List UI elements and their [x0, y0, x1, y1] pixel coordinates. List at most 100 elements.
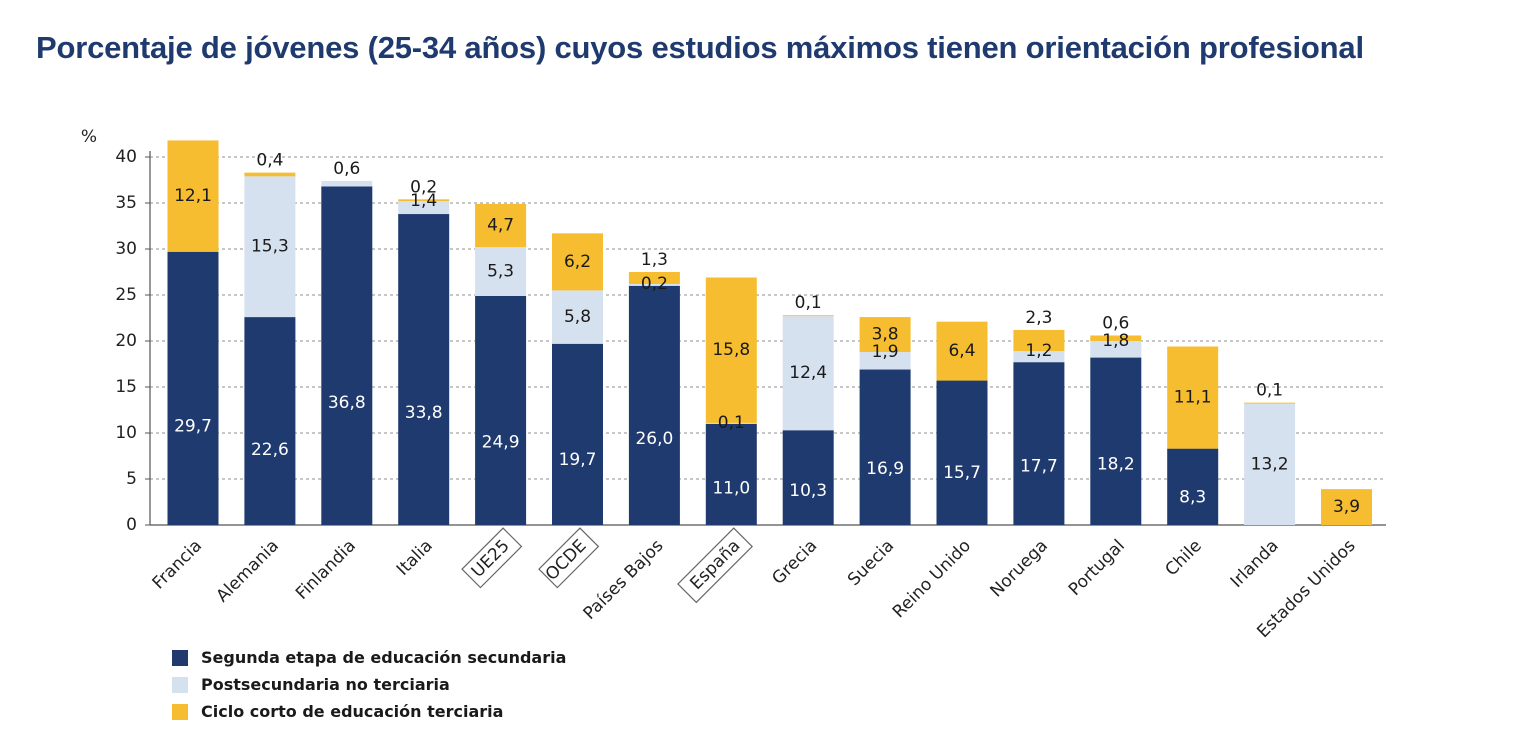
- data-label: 6,2: [564, 252, 591, 272]
- x-tick-label: Alemania: [212, 536, 283, 607]
- data-label: 33,8: [405, 403, 443, 423]
- legend: Segunda etapa de educación secundaria Po…: [172, 644, 566, 725]
- data-label: 0,1: [718, 413, 745, 433]
- bar-segment: [1013, 351, 1065, 363]
- y-axis-label: %: [81, 127, 97, 147]
- x-tick-label: UE25: [468, 536, 514, 582]
- bar-segment: [782, 316, 834, 431]
- data-label: 15,3: [251, 237, 289, 257]
- x-tick-label-box: [461, 527, 523, 589]
- data-label: 11,0: [712, 479, 750, 499]
- x-tick-label-group: Reino Unido: [889, 536, 975, 622]
- bar-segment: [1013, 329, 1065, 352]
- data-label: 18,2: [1097, 455, 1135, 475]
- bar-segment: [628, 285, 680, 525]
- bar-segment: [1321, 489, 1372, 525]
- data-label: 1,2: [1025, 341, 1052, 361]
- bar-segment: [705, 422, 757, 424]
- data-label: 15,7: [943, 463, 981, 483]
- legend-label-segunda-etapa: Segunda etapa de educación secundaria: [201, 648, 567, 667]
- y-tick-label: 0: [126, 515, 137, 535]
- x-tick-label: Reino Unido: [889, 536, 975, 622]
- x-tick-label-group: UE25: [461, 527, 523, 589]
- data-label: 0,2: [410, 177, 437, 197]
- bar-segment: [1013, 362, 1065, 525]
- bar-segment: [782, 315, 834, 317]
- bar-segment: [398, 214, 450, 526]
- x-tick-label: Finlandia: [292, 536, 360, 604]
- data-label: 19,7: [559, 450, 597, 470]
- data-label: 0,1: [795, 293, 822, 313]
- legend-item-postsecundaria: Postsecundaria no terciaria: [172, 671, 566, 698]
- data-label: 1,4: [410, 191, 437, 211]
- data-label: 0,1: [1256, 381, 1283, 401]
- bar-segment: [552, 343, 603, 525]
- x-tick-label: Noruega: [987, 536, 1052, 601]
- y-tick-label: 15: [115, 377, 137, 397]
- bar-segment: [167, 140, 219, 252]
- x-tick-label-box: [677, 527, 753, 604]
- x-tick-label: Francia: [149, 536, 206, 593]
- data-label: 16,9: [866, 459, 904, 479]
- legend-swatch-ciclo-corto: [172, 703, 188, 720]
- x-tick-label-group: Suecia: [844, 536, 898, 590]
- bar-segment: [244, 317, 296, 525]
- data-label: 6,4: [948, 341, 975, 361]
- bar-segment: [1167, 448, 1219, 525]
- x-tick-label: Grecia: [768, 536, 821, 589]
- data-label: 13,2: [1251, 454, 1289, 474]
- y-tick-label: 40: [115, 147, 137, 167]
- bar-segment: [1244, 403, 1296, 525]
- bar-segment: [936, 321, 988, 381]
- data-label: 26,0: [635, 429, 673, 449]
- legend-label-ciclo-corto: Ciclo corto de educación terciaria: [201, 702, 504, 721]
- bar-segment: [936, 380, 988, 525]
- data-label: 5,3: [487, 262, 514, 282]
- x-tick-label-group: Italia: [393, 536, 437, 580]
- data-label: 3,8: [872, 325, 899, 345]
- bar-segment: [705, 277, 757, 423]
- x-tick-label-group: OCDE: [538, 527, 600, 589]
- data-label: 29,7: [174, 417, 212, 437]
- legend-swatch-postsecundaria: [172, 676, 188, 693]
- bar-segment: [1090, 341, 1142, 358]
- legend-label-postsecundaria: Postsecundaria no terciaria: [201, 675, 450, 694]
- x-tick-label: OCDE: [542, 536, 591, 585]
- data-label: 1,8: [1102, 331, 1129, 351]
- bar-segment: [859, 369, 911, 525]
- data-label: 24,9: [482, 433, 520, 453]
- x-tick-label: Portugal: [1065, 536, 1129, 600]
- x-tick-label-group: Alemania: [212, 536, 283, 607]
- bar-segment: [1090, 357, 1142, 525]
- bar-segment: [398, 201, 450, 215]
- bar-segment: [167, 251, 219, 525]
- data-label: 0,2: [641, 274, 668, 294]
- data-label: 3,9: [1333, 497, 1360, 517]
- bar-segment: [782, 430, 834, 525]
- bar-segment: [244, 176, 296, 318]
- legend-item-segunda-etapa: Segunda etapa de educación secundaria: [172, 644, 566, 671]
- bar-segment: [628, 272, 680, 284]
- bar-segment: [475, 203, 527, 248]
- data-label: 0,4: [256, 151, 283, 171]
- data-label: 5,8: [564, 307, 591, 327]
- bar-segment: [705, 423, 757, 525]
- x-tick-label: Italia: [393, 536, 437, 580]
- data-label: 36,8: [328, 393, 366, 413]
- bar-segment: [1167, 346, 1219, 449]
- bar-segment: [628, 283, 680, 286]
- bar-segment: [859, 352, 911, 370]
- data-label: 0,6: [333, 159, 360, 179]
- data-label: 11,1: [1174, 388, 1212, 408]
- x-tick-label-group: Grecia: [768, 536, 821, 589]
- bar-segment: [1090, 335, 1142, 341]
- data-label: 12,1: [174, 186, 212, 206]
- x-tick-label-group: Francia: [149, 536, 206, 593]
- x-tick-label: España: [686, 536, 744, 594]
- legend-item-ciclo-corto: Ciclo corto de educación terciaria: [172, 698, 566, 725]
- data-label: 12,4: [789, 363, 827, 383]
- x-tick-label: Chile: [1162, 536, 1206, 580]
- bar-segment: [398, 199, 450, 202]
- data-label: 1,9: [872, 342, 899, 362]
- y-tick-label: 30: [115, 239, 137, 259]
